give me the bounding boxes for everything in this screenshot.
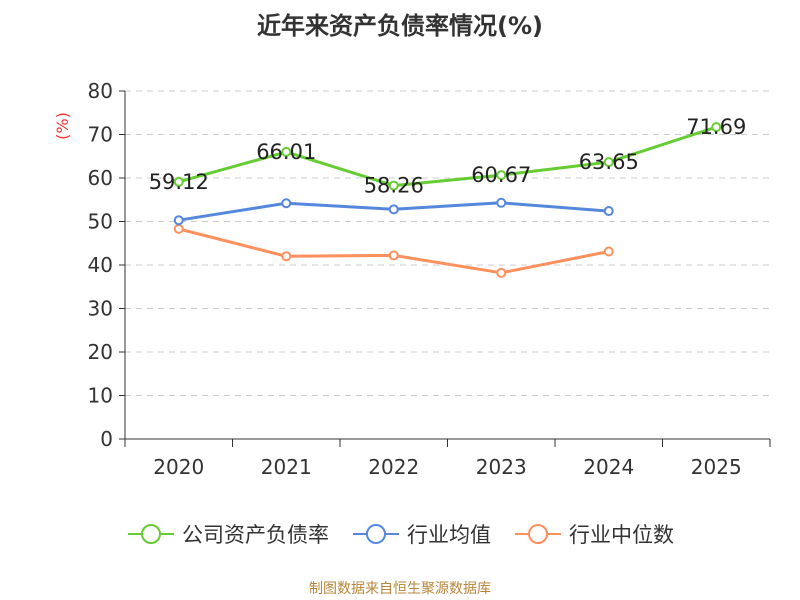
data-point-company: [711, 122, 722, 133]
x-tick-label: 2021: [261, 455, 312, 479]
data-point-industry-avg: [496, 197, 507, 208]
data-point-industry-avg: [173, 215, 184, 226]
x-tick-label: 2020: [153, 455, 204, 479]
data-point-industry-avg: [388, 204, 399, 215]
data-point-company: [173, 176, 184, 187]
x-tick-label: 2024: [583, 455, 634, 479]
legend-marker-industry-median: [515, 524, 561, 544]
data-point-company: [388, 180, 399, 191]
y-tick-label: 80: [88, 79, 113, 103]
data-point-industry-median: [173, 223, 184, 234]
x-tick-label: 2025: [691, 455, 742, 479]
legend-marker-company: [128, 524, 174, 544]
legend: 公司资产负债率 行业均值 行业中位数: [0, 519, 800, 549]
legend-label-industry-median: 行业中位数: [569, 523, 674, 547]
data-point-company: [281, 146, 292, 157]
y-tick-label: 60: [88, 166, 113, 190]
legend-item-industry-median[interactable]: 行业中位数: [513, 519, 674, 549]
data-label: 71.69: [686, 115, 746, 139]
y-tick-label: 0: [100, 427, 113, 451]
source-footer: 制图数据来自恒生聚源数据库: [309, 581, 491, 597]
data-point-company: [603, 157, 614, 168]
y-tick-label: 70: [88, 123, 113, 147]
data-label: 63.65: [579, 150, 639, 174]
x-tick-label: 2023: [476, 455, 527, 479]
x-tick-label: 2022: [368, 455, 419, 479]
y-axis-unit-label: (%): [53, 112, 72, 140]
legend-item-industry-avg[interactable]: 行业均值: [351, 519, 491, 549]
legend-marker-industry-avg: [353, 524, 399, 544]
series-line-company: [178, 125, 717, 188]
data-point-industry-avg: [281, 198, 292, 209]
data-label: 59.12: [149, 170, 209, 194]
y-tick-label: 50: [88, 210, 113, 234]
data-point-company: [496, 170, 507, 181]
legend-item-company[interactable]: 公司资产负债率: [126, 519, 329, 549]
data-point-industry-median: [496, 267, 507, 278]
data-label: 58.26: [364, 174, 424, 198]
data-point-industry-median: [281, 251, 292, 262]
data-point-industry-median: [388, 250, 399, 261]
data-point-industry-median: [603, 246, 614, 257]
y-tick-label: 20: [88, 340, 113, 364]
data-point-industry-avg: [603, 206, 614, 217]
data-label: 66.01: [256, 140, 316, 164]
y-tick-label: 10: [88, 384, 113, 408]
y-tick-label: 30: [88, 297, 113, 321]
legend-label-industry-avg: 行业均值: [407, 523, 491, 547]
chart-title: 近年来资产负债率情况(%): [257, 12, 543, 40]
y-tick-label: 40: [88, 253, 113, 277]
legend-label-company: 公司资产负债率: [182, 523, 329, 547]
data-label: 60.67: [471, 163, 531, 187]
